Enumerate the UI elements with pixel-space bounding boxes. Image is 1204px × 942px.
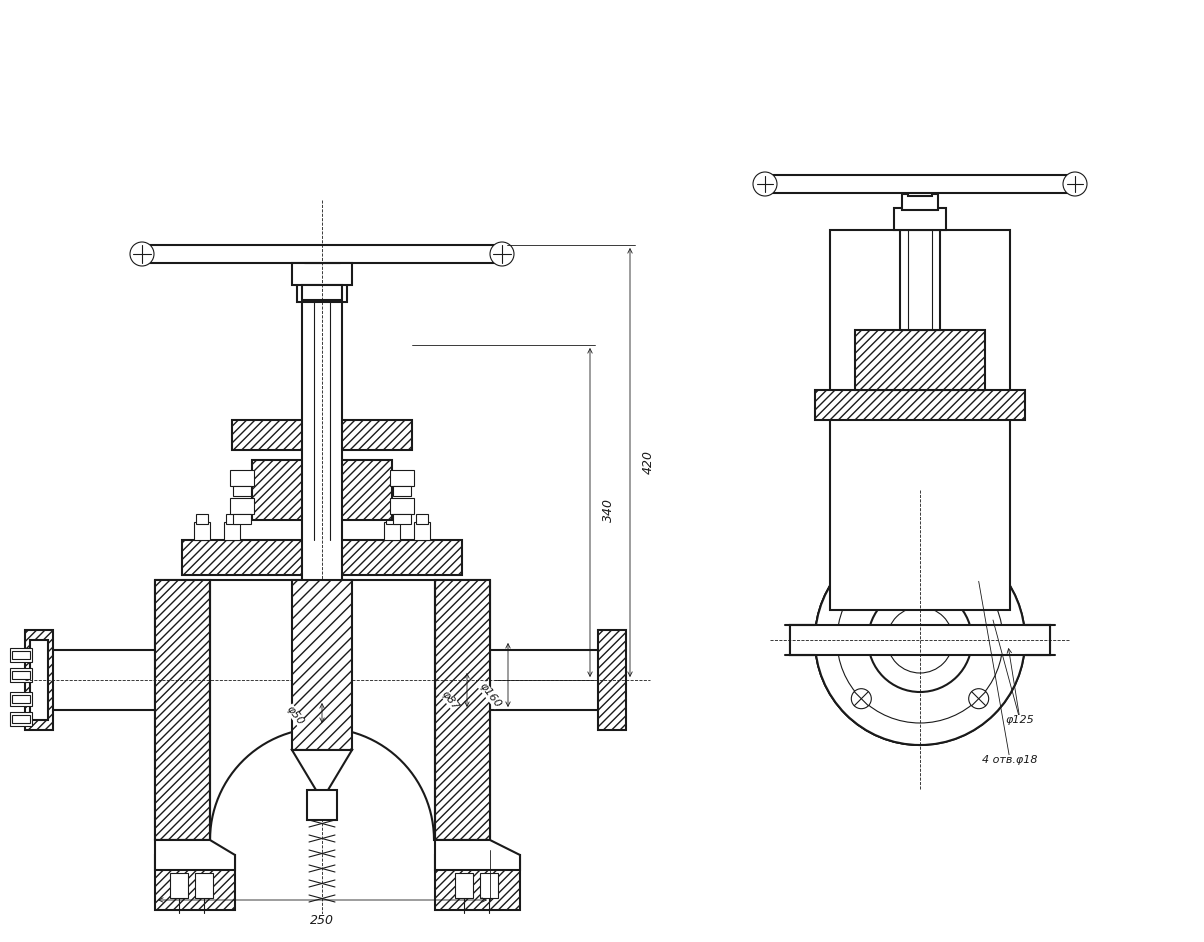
Circle shape — [1063, 172, 1087, 196]
Text: φ160: φ160 — [477, 680, 503, 709]
Bar — [234, 514, 250, 524]
Bar — [10, 712, 33, 726]
Text: 340: 340 — [602, 498, 614, 522]
Text: φ87: φ87 — [439, 689, 461, 711]
Bar — [10, 692, 33, 706]
Bar — [393, 486, 411, 496]
Bar — [902, 194, 938, 210]
Circle shape — [969, 689, 988, 708]
Bar — [908, 182, 932, 196]
Polygon shape — [155, 840, 235, 870]
Bar — [230, 470, 254, 486]
Circle shape — [851, 689, 872, 708]
Bar — [25, 630, 53, 730]
Bar — [790, 625, 1050, 655]
Bar — [386, 514, 399, 524]
Bar — [414, 522, 430, 540]
Bar — [224, 522, 240, 540]
Wedge shape — [815, 535, 920, 745]
Bar — [230, 498, 254, 514]
Text: 4 отв.φ18: 4 отв.φ18 — [982, 755, 1038, 765]
Circle shape — [887, 607, 954, 673]
Circle shape — [815, 535, 1025, 745]
Circle shape — [752, 172, 777, 196]
Bar — [417, 514, 427, 524]
Bar — [302, 252, 342, 267]
Bar — [855, 330, 985, 390]
Bar — [901, 230, 940, 330]
Bar — [435, 855, 520, 910]
Bar — [435, 580, 490, 840]
Circle shape — [490, 242, 514, 266]
Bar — [194, 522, 209, 540]
Bar — [232, 420, 412, 450]
Bar — [598, 630, 626, 730]
Bar — [252, 460, 393, 520]
Text: φ125: φ125 — [1005, 715, 1034, 725]
Circle shape — [868, 588, 972, 692]
Bar — [293, 263, 352, 285]
Circle shape — [969, 571, 988, 592]
Polygon shape — [435, 840, 520, 870]
Bar — [10, 648, 33, 662]
Circle shape — [851, 571, 872, 592]
Circle shape — [868, 588, 972, 692]
Bar — [765, 175, 1075, 193]
Bar — [815, 390, 1025, 420]
Bar — [302, 300, 342, 720]
Circle shape — [969, 689, 988, 708]
Bar — [226, 514, 238, 524]
Bar — [480, 873, 498, 898]
Bar — [455, 873, 473, 898]
Bar — [182, 540, 462, 575]
Bar — [155, 580, 209, 840]
Circle shape — [815, 535, 1025, 745]
Bar — [12, 651, 30, 659]
Bar — [195, 873, 213, 898]
Bar — [142, 245, 502, 263]
Bar — [12, 671, 30, 679]
Bar — [307, 790, 337, 820]
Circle shape — [969, 571, 988, 592]
Bar — [234, 486, 250, 496]
Bar — [790, 625, 1050, 655]
Bar — [895, 208, 946, 230]
Bar — [10, 668, 33, 682]
Circle shape — [130, 242, 154, 266]
Bar — [390, 470, 414, 486]
Bar — [384, 522, 400, 540]
Bar — [12, 715, 30, 723]
Text: 420: 420 — [642, 450, 655, 474]
Bar — [830, 230, 1010, 610]
Bar — [12, 695, 30, 703]
Circle shape — [851, 571, 872, 592]
Circle shape — [837, 557, 1003, 723]
Circle shape — [887, 607, 954, 673]
Circle shape — [837, 557, 1003, 723]
Bar — [293, 580, 352, 750]
Bar — [196, 514, 208, 524]
Text: φ50: φ50 — [284, 704, 306, 726]
Bar — [302, 285, 342, 300]
Bar — [170, 873, 188, 898]
Bar — [390, 498, 414, 514]
Circle shape — [851, 689, 872, 708]
Bar — [155, 855, 235, 910]
Text: 250: 250 — [309, 914, 334, 927]
Bar — [393, 514, 411, 524]
Bar — [30, 640, 48, 720]
Bar — [297, 280, 347, 302]
Bar — [300, 265, 344, 283]
Polygon shape — [293, 750, 352, 800]
